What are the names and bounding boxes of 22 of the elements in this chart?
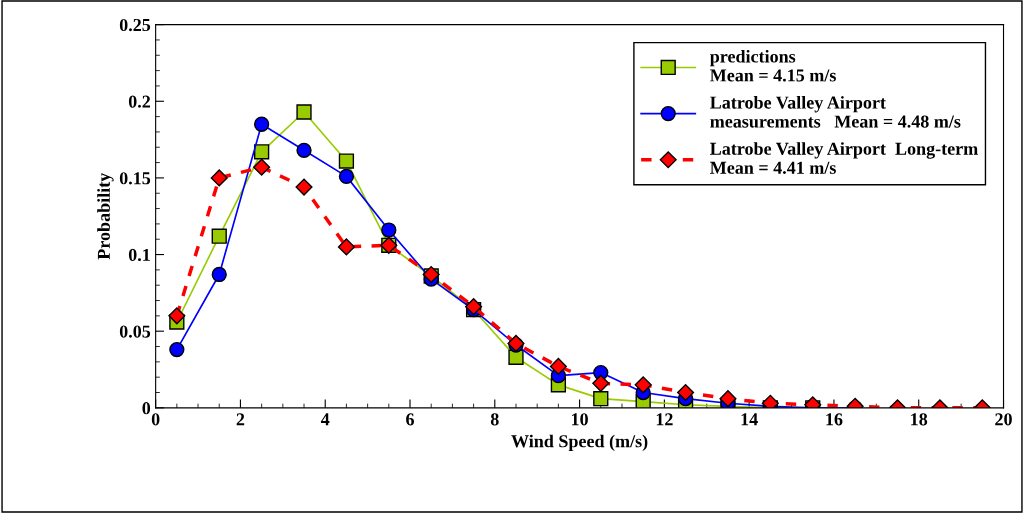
- y-axis-title: Probability: [97, 172, 114, 260]
- legend-label: Latrobe Valley Airport Long-term Mean = 4.41 m/s: [710, 142, 978, 174]
- x-tick-label: 20: [995, 413, 1012, 426]
- legend-label: predictions Mean = 4.15 m/s: [709, 49, 836, 82]
- y-tick-label: 0.2: [128, 95, 151, 108]
- x-tick-label: 2: [236, 413, 245, 426]
- x-tick-label: 10: [572, 413, 588, 426]
- x-tick-label: 8: [490, 413, 499, 426]
- x-tick-label: 18: [911, 413, 928, 426]
- y-tick-label: 0.05: [119, 325, 151, 338]
- x-tick-label: 4: [320, 413, 330, 426]
- x-tick-label: 0: [151, 413, 160, 426]
- y-tick-label: 0: [142, 402, 151, 415]
- x-tick-label: 12: [656, 413, 673, 426]
- x-axis-title: Wind Speed (m/s): [511, 434, 648, 451]
- legend-label: Latrobe Valley Airport measurements Mean = 4.48 m/s: [710, 95, 961, 128]
- y-tick-label: 0.1: [128, 248, 150, 262]
- y-tick-label: 0.25: [119, 18, 151, 32]
- x-tick-label: 16: [826, 413, 843, 426]
- x-tick-label: 6: [406, 413, 414, 426]
- x-tick-label: 14: [741, 413, 758, 426]
- y-tick-label: 0.15: [119, 172, 151, 185]
